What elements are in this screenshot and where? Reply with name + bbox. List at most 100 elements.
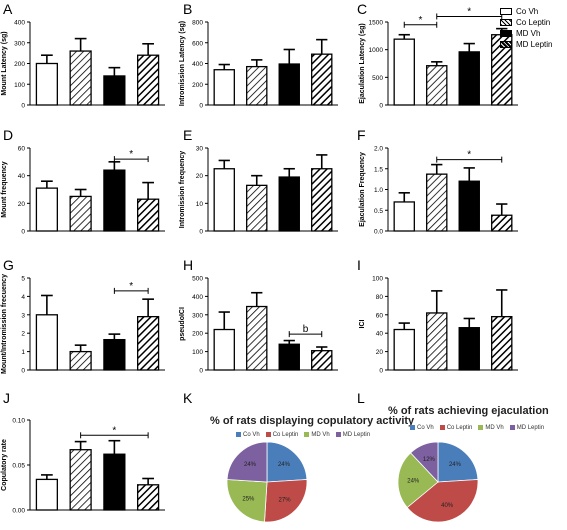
- y-axis-label: Mount frequency: [1, 161, 8, 217]
- bar: [137, 198, 160, 232]
- y-tick-label: 1: [21, 349, 25, 356]
- bar: [35, 62, 58, 106]
- bar: [103, 453, 126, 511]
- pie-slice-label: 24%: [407, 478, 420, 484]
- chart-G: 0 1 2 3 4 5 Mount/Intromission frecuency *: [1, 274, 165, 375]
- y-tick-label: 0.05: [12, 463, 25, 470]
- legend-item: MD Vh: [500, 28, 552, 39]
- y-tick-label: 80: [376, 294, 384, 301]
- bar: [246, 305, 268, 371]
- y-tick-label: 2.0: [374, 146, 383, 153]
- pie-slice-label: 24%: [278, 462, 291, 468]
- y-tick-label: 0.00: [12, 508, 25, 515]
- bar: [458, 51, 480, 106]
- significance-label: *: [419, 15, 423, 26]
- pie-slice-label: 27%: [279, 498, 292, 504]
- bar: [393, 201, 415, 232]
- panel-label-F: F: [357, 127, 366, 143]
- y-axis-label: Mount Latency (sg): [1, 31, 8, 95]
- bar: [491, 315, 513, 371]
- bar: [35, 478, 58, 511]
- bar: [213, 328, 235, 371]
- y-tick-label: 40: [18, 173, 26, 180]
- pie-legend-item: Co Vh: [410, 425, 434, 431]
- y-axis-label: ICI: [359, 319, 366, 328]
- y-tick-label: 2: [21, 331, 25, 338]
- y-tick-label: 0: [199, 103, 203, 110]
- y-tick-label: 100: [192, 349, 203, 356]
- y-tick-label: 20: [18, 201, 26, 208]
- pie-slice-label: 24%: [449, 462, 462, 468]
- chart-B: 0 200 400 600 800 Intromission Latency (sg): [179, 20, 338, 110]
- y-tick-label: 0: [199, 229, 203, 236]
- pie-legend-item: MD Leptin: [509, 425, 544, 431]
- y-tick-label: 0: [379, 103, 383, 110]
- y-tick-label: 200: [192, 82, 203, 89]
- y-tick-label: 1.0: [374, 187, 383, 194]
- pie-legend-item: Co Vh: [236, 432, 260, 438]
- bar: [69, 350, 92, 371]
- legend-label: MD Vh: [516, 29, 541, 38]
- bar: [458, 327, 480, 371]
- chart-I: 0 20 40 60 80 100 ICI: [359, 276, 518, 375]
- bar: [311, 168, 333, 232]
- legend-label: Co Vh: [516, 7, 539, 16]
- bar: [393, 328, 415, 371]
- pie-slice: [226, 479, 268, 523]
- pie-legend-item: MD Vh: [304, 432, 330, 438]
- bar: [311, 350, 333, 371]
- bar: [278, 343, 300, 371]
- y-tick-label: 100: [14, 82, 25, 89]
- pie-slice: [397, 452, 439, 509]
- bar: [213, 168, 235, 232]
- y-tick-label: 400: [192, 61, 203, 68]
- bar: [458, 180, 480, 232]
- pie-slice-label: 12%: [423, 457, 436, 463]
- y-tick-label: 500: [192, 276, 203, 283]
- pie-slice: [264, 479, 308, 523]
- chart-E: 0 10 20 30 Intromission frequency: [179, 146, 338, 236]
- bar: [103, 75, 126, 106]
- legend-label: Co Leptin: [516, 18, 551, 27]
- bar: [35, 314, 58, 371]
- chart-H: 0 100 200 300 400 500 pseudoICI b: [179, 276, 338, 375]
- y-axis-label: Ejaculation Frequency: [359, 152, 366, 227]
- y-tick-label: 30: [196, 146, 204, 153]
- panel-label-K: K: [183, 390, 193, 406]
- pie-slice: [406, 479, 479, 523]
- pie-slice: [437, 441, 479, 483]
- bar: [278, 63, 300, 106]
- y-tick-label: 200: [192, 331, 203, 338]
- y-tick-label: 20: [376, 349, 384, 356]
- bar: [246, 184, 268, 232]
- legend-item: Co Leptin: [500, 17, 552, 28]
- significance-label: *: [467, 150, 471, 161]
- bar: [137, 54, 160, 106]
- legend-swatch-white: [500, 8, 512, 15]
- bar: [213, 69, 235, 106]
- legend-swatch-black: [500, 30, 512, 37]
- pie-slice-label: 25%: [242, 496, 255, 502]
- y-tick-label: 200: [14, 61, 25, 68]
- y-tick-label: 600: [192, 40, 203, 47]
- legend-item: Co Vh: [500, 6, 552, 17]
- bar: [103, 338, 126, 371]
- y-tick-label: 0: [21, 103, 25, 110]
- pie-legend-L: Co Vh Co Leptin MD Vh MD Leptin: [410, 425, 544, 431]
- y-tick-label: 20: [196, 173, 204, 180]
- y-tick-label: 500: [372, 75, 383, 82]
- chart-F: 0.0 0.5 1.0 1.5 2.0 Ejaculation Frequency *: [359, 146, 518, 236]
- y-tick-label: 40: [376, 331, 384, 338]
- legend-item: MD Leptin: [500, 39, 552, 50]
- pie-title-L: % of rats achieving ejaculation: [388, 405, 549, 417]
- y-axis-label: Ejaculation Latency (sg): [359, 23, 366, 104]
- significance-label: b: [303, 324, 309, 335]
- bar: [278, 176, 300, 232]
- y-tick-label: 5: [21, 276, 25, 283]
- pie-slice-label: 40%: [441, 503, 454, 509]
- pie-L: 24% 40% 24% 12%: [397, 441, 479, 523]
- pie-legend-item: Co Leptin: [439, 425, 472, 431]
- y-axis-label: pseudoICI: [179, 307, 186, 341]
